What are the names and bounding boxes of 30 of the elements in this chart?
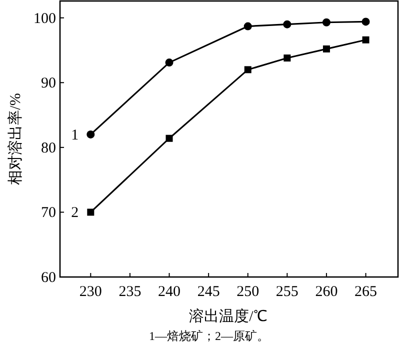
y-tick-label: 70	[41, 205, 56, 222]
x-tick-label: 250	[236, 284, 260, 300]
point	[283, 20, 292, 28]
point	[87, 208, 94, 216]
y-tick-label: 100	[34, 10, 56, 27]
point	[362, 36, 370, 44]
y-tick-label: 60	[41, 270, 56, 286]
series-label: 2	[71, 205, 79, 222]
x-tick-label: 240	[158, 284, 181, 300]
series-label: 1	[71, 127, 79, 144]
x-tick-label: 265	[354, 284, 378, 300]
x-tick-label: 255	[276, 284, 298, 300]
y-tick-label: 90	[41, 76, 56, 92]
y-axis-title: 相对溶出率/%	[7, 93, 24, 185]
point	[86, 130, 95, 138]
x-axis-title: 溶出温度/℃	[189, 308, 268, 325]
point	[244, 66, 252, 74]
point	[284, 54, 291, 62]
y-tick-label: 80	[41, 140, 56, 156]
x-tick-label: 235	[118, 284, 142, 300]
text: 1—焙烧矿；2—原矿。	[149, 329, 269, 343]
point	[166, 134, 173, 142]
point	[165, 58, 174, 67]
point	[362, 18, 370, 26]
x-tick-label: 245	[197, 284, 220, 300]
point	[322, 18, 330, 26]
point	[322, 45, 330, 52]
x-tick-label: 260	[315, 284, 338, 300]
point	[244, 22, 252, 30]
x-tick-label: 230	[79, 284, 102, 300]
